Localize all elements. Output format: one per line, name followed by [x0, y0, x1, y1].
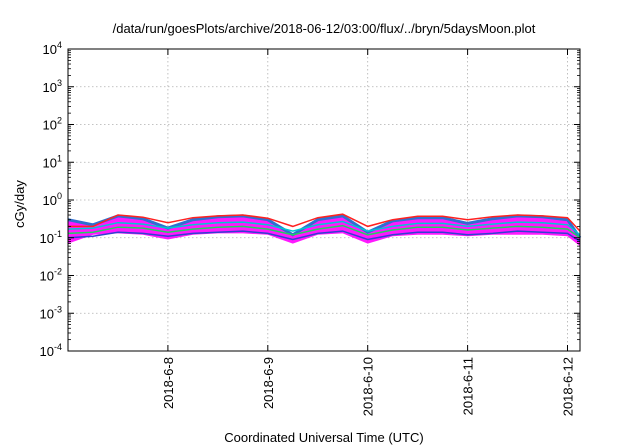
- series-line-3: [67, 220, 581, 236]
- series-line-2: [68, 213, 581, 232]
- x-tick-label: 2018-6-11: [461, 357, 476, 415]
- y-tick-label: 10-4: [40, 342, 62, 359]
- x-axis-label: Coordinated Universal Time (UTC): [224, 430, 423, 445]
- x-axis: 2018-6-8 2018-6-9 2018-6-10 2018-6-11 2018-6…: [161, 49, 576, 416]
- x-tick-label: 2018-6-8: [161, 357, 176, 409]
- y-tick-label: 102: [43, 116, 62, 133]
- y-tick-label: 101: [43, 153, 62, 170]
- x-tick-label: 2018-6-9: [261, 357, 276, 409]
- chart-title: /data/run/goesPlots/archive/2018-06-12/0…: [113, 21, 536, 36]
- x-tick-label: 2018-6-12: [561, 357, 576, 416]
- series-band: [68, 215, 580, 247]
- x-tick-label: 2018-6-10: [361, 357, 376, 416]
- series-layer: [67, 213, 582, 247]
- y-axis-label: cGy/day: [12, 180, 27, 228]
- y-tick-label: 104: [43, 40, 62, 57]
- y-tick-label: 103: [43, 78, 62, 95]
- y-axis: 10-4 10-3 10-2 10-1 100 101 102 103 104: [40, 40, 580, 359]
- y-tick-label: 10-2: [40, 267, 62, 284]
- series-line-4: [67, 224, 581, 239]
- series-upper-line: [67, 214, 582, 239]
- y-tick-label: 100: [43, 191, 62, 208]
- grid: [68, 49, 580, 351]
- y-tick-label: 10-1: [40, 229, 62, 246]
- series-line-5: [67, 230, 581, 243]
- y-tick-label: 10-3: [40, 304, 62, 321]
